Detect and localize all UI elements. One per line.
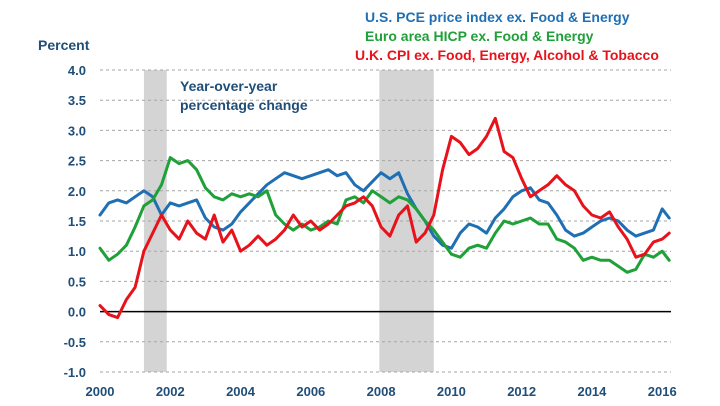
series-line-0: [98, 168, 671, 250]
x-tick-label: 2000: [86, 384, 115, 399]
x-tick-label: 2014: [577, 384, 607, 399]
x-axis-ticks: 2000 2002 2004 2006 2008 2010 2012 2014 2016: [86, 384, 677, 399]
y-tick-label: 0.5: [68, 274, 86, 289]
x-tick-label: 2004: [226, 384, 256, 399]
x-tick-label: 2006: [296, 384, 325, 399]
annotation: Year-over-year percentage change: [180, 78, 308, 113]
y-tick-label: 0.0: [68, 305, 86, 320]
x-tick-label: 2002: [156, 384, 185, 399]
y-tick-label: 4.0: [68, 63, 86, 78]
y-tick-label: 2.0: [68, 184, 86, 199]
legend-entry-1: Euro area HICP ex. Food & Energy: [365, 28, 594, 44]
x-tick-label: 2008: [367, 384, 396, 399]
y-tick-label: 1.5: [68, 214, 86, 229]
x-tick-label: 2016: [648, 384, 677, 399]
series-lines: [98, 116, 671, 320]
legend-entry-0: U.S. PCE price index ex. Food & Energy: [365, 9, 630, 25]
series-line-1: [98, 156, 671, 274]
series-line-2: [98, 116, 671, 320]
y-axis-ticks: 4.0 3.5 3.0 2.5 2.0 1.5 1.0 0.5 0.0 -0.5 -1.0: [64, 63, 86, 380]
y-tick-label: 3.5: [68, 93, 86, 108]
y-tick-label: 3.0: [68, 123, 86, 138]
annotation-line-0: Year-over-year: [180, 78, 278, 94]
y-axis-title: Percent: [38, 37, 90, 53]
y-tick-label: 2.5: [68, 154, 86, 169]
y-tick-label: 1.0: [68, 244, 86, 259]
annotation-line-1: percentage change: [180, 97, 308, 113]
x-tick-label: 2010: [437, 384, 466, 399]
y-tick-label: -0.5: [64, 335, 86, 350]
legend-entry-2: U.K. CPI ex. Food, Energy, Alcohol & Tob…: [355, 47, 659, 63]
x-tick-label: 2012: [507, 384, 536, 399]
legend: U.S. PCE price index ex. Food & Energy Eu…: [355, 9, 659, 63]
y-tick-label: -1.0: [64, 365, 86, 380]
